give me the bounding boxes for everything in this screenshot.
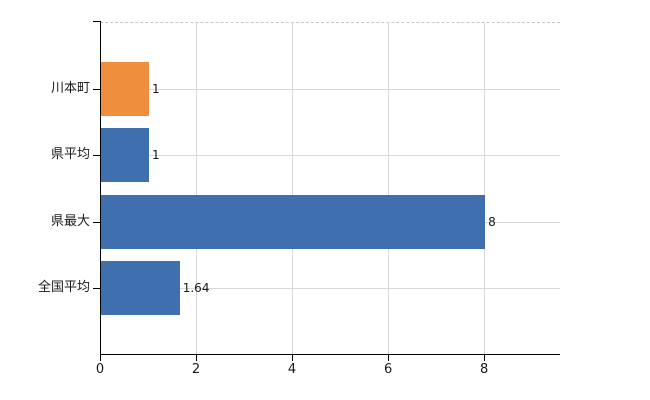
x-axis-tick	[100, 355, 101, 361]
y-axis-tick	[93, 222, 100, 223]
horizontal-gridline	[101, 155, 560, 156]
y-axis-tick	[93, 89, 100, 90]
x-tick-label: 2	[191, 362, 201, 377]
plot-top-border	[100, 22, 560, 23]
x-axis-line	[100, 354, 560, 355]
category-label: 川本町	[50, 81, 90, 96]
x-tick-label: 6	[383, 362, 393, 377]
bar-2	[101, 195, 486, 249]
x-tick-label: 4	[287, 362, 297, 377]
value-label: 1.64	[182, 281, 210, 295]
category-label: 県最大	[50, 214, 90, 229]
x-axis-tick	[388, 355, 390, 361]
x-tick-label: 0	[95, 362, 105, 377]
category-label: 全国平均	[37, 280, 90, 295]
x-tick-label: 8	[479, 362, 489, 377]
y-axis-tick	[93, 288, 100, 289]
category-label: 県平均	[50, 147, 90, 162]
x-axis-tick	[292, 355, 294, 361]
x-axis-tick	[484, 355, 486, 361]
bar-1	[101, 128, 150, 182]
horizontal-gridline	[101, 288, 560, 289]
vertical-gridline	[292, 23, 294, 354]
horizontal-gridline	[101, 89, 560, 90]
bar-0	[101, 62, 150, 116]
value-label: 8	[488, 215, 496, 229]
vertical-gridline	[388, 23, 390, 354]
vertical-gridline	[196, 23, 198, 354]
value-label: 1	[152, 82, 160, 96]
value-label: 1	[152, 148, 160, 162]
y-axis-line	[100, 21, 101, 360]
vertical-gridline	[484, 23, 486, 354]
y-axis-tick	[93, 155, 100, 156]
y-axis-top-tick	[93, 21, 100, 22]
x-axis-tick	[196, 355, 198, 361]
bar-3	[101, 261, 180, 315]
